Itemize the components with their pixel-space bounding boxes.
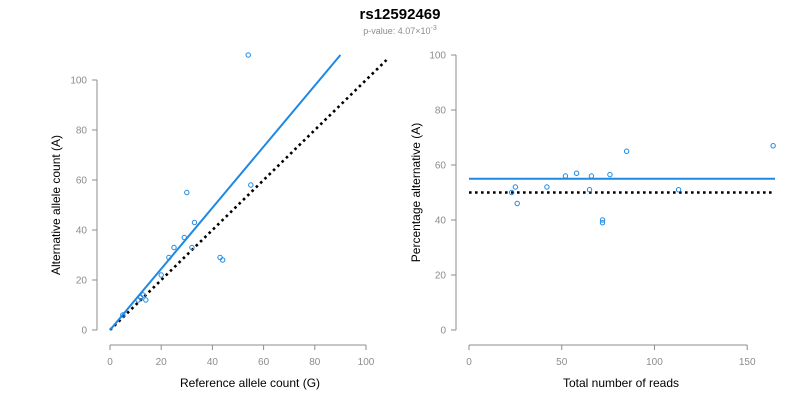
- subtitle-pvalue: p-value: 4.07×10: [363, 26, 430, 36]
- x-tick-label: 0: [107, 357, 113, 368]
- data-point: [599, 220, 606, 226]
- y-tick-label: 20: [76, 276, 88, 287]
- data-point: [588, 173, 595, 179]
- data-point: [143, 297, 149, 303]
- x-tick-label: 50: [556, 357, 568, 368]
- x-tick-label: 80: [309, 357, 321, 368]
- data-point: [120, 312, 126, 318]
- y-tick-label: 80: [76, 126, 88, 137]
- data-point: [544, 184, 550, 190]
- x-tick-label: 100: [358, 357, 375, 368]
- right-panel: 0 50 100 150 0 20 40 60 80 100 Total number of rea…: [409, 51, 776, 390]
- data-point: [675, 187, 682, 193]
- x-tick-label: 150: [739, 357, 756, 368]
- data-point: [248, 182, 254, 188]
- y-tick-label: 40: [435, 216, 447, 227]
- x-axis-label: Reference allele count (G): [180, 376, 320, 390]
- x-tick-label: 100: [646, 357, 663, 368]
- y-tick-label: 20: [435, 271, 447, 282]
- left-panel: 0 20 40 60 80 100 0 20 40 60 80 100 Reference allele…: [49, 52, 388, 390]
- y-axis-label: Alternative allele count (A): [49, 135, 63, 275]
- x-axis-label: Total number of reads: [563, 376, 679, 390]
- data-point: [512, 184, 519, 190]
- data-point: [514, 200, 520, 207]
- y-tick-label: 60: [76, 176, 88, 187]
- chart-title: rs12592469: [360, 6, 441, 23]
- data-point: [607, 171, 613, 178]
- y-tick-label: 80: [435, 106, 447, 117]
- data-point: [508, 189, 515, 196]
- data-point: [623, 148, 630, 154]
- data-point: [245, 52, 251, 58]
- x-tick-label: 20: [156, 357, 168, 368]
- data-point: [599, 217, 606, 223]
- y-tick-label: 100: [70, 76, 87, 87]
- y-axis-label: Percentage alternative (A): [409, 123, 423, 262]
- y-tick-label: 0: [81, 326, 87, 337]
- y-tick-label: 60: [435, 161, 447, 172]
- data-point: [573, 170, 580, 176]
- subtitle-exponent: -3: [431, 25, 437, 32]
- data-point: [171, 244, 177, 251]
- x-tick-label: 0: [466, 357, 472, 368]
- y-tick-label: 0: [440, 326, 446, 337]
- data-point: [158, 272, 164, 278]
- data-point: [184, 189, 190, 196]
- data-point: [166, 254, 172, 261]
- data-point: [181, 234, 187, 241]
- data-point: [562, 173, 569, 179]
- data-point: [191, 219, 198, 226]
- reference-line: [109, 59, 388, 331]
- y-tick-label: 100: [429, 51, 446, 62]
- fit-line: [109, 54, 342, 331]
- x-tick-label: 40: [207, 357, 219, 368]
- data-point: [217, 254, 223, 261]
- data-point: [219, 257, 226, 263]
- data-point: [586, 187, 593, 193]
- y-tick-label: 40: [76, 226, 88, 237]
- data-point: [189, 244, 195, 251]
- x-tick-label: 60: [258, 357, 270, 368]
- chart-subtitle: p-value: 4.07×10-3: [363, 25, 437, 36]
- data-point: [770, 143, 776, 149]
- data-point: [140, 292, 146, 298]
